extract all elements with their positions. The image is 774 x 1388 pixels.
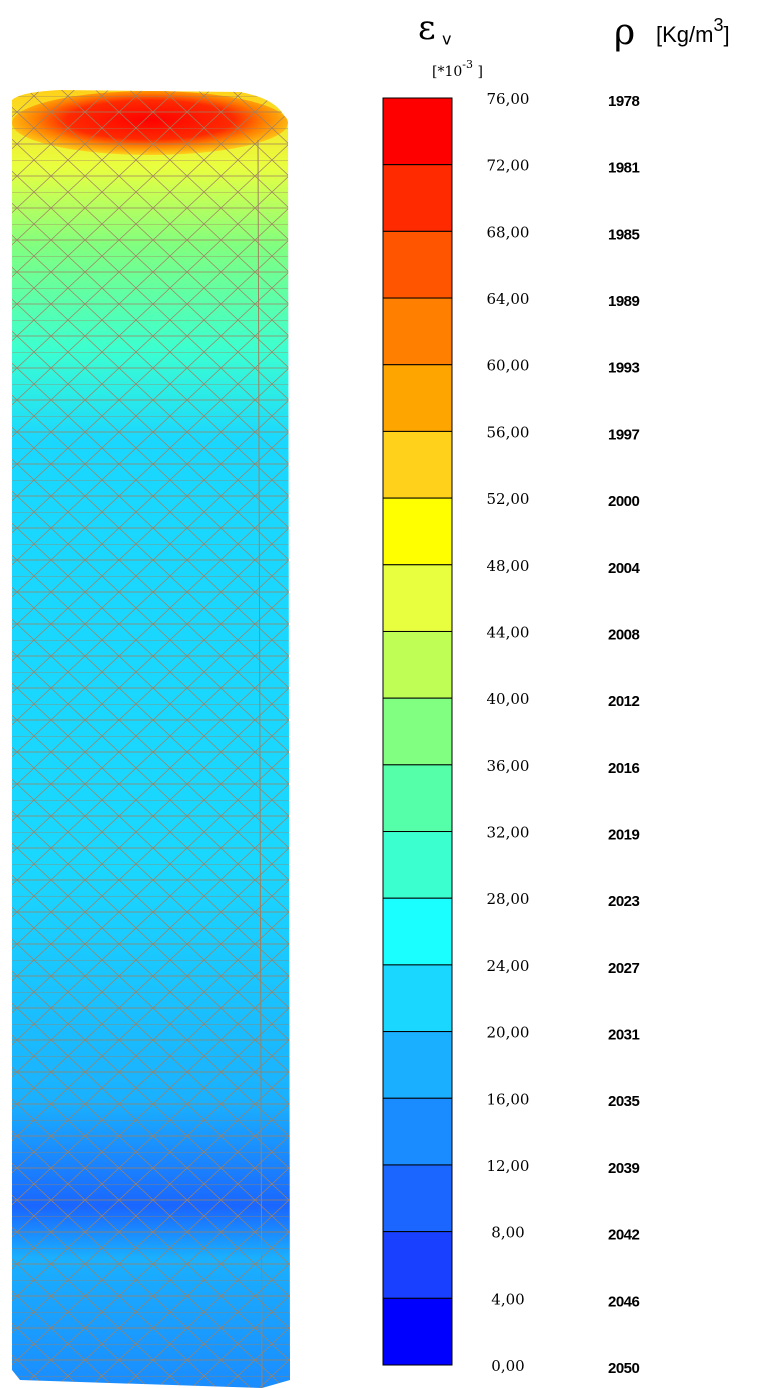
color-band [383, 1232, 452, 1299]
density-label: 1985 [608, 226, 640, 243]
strain-label: 72,00 [487, 157, 530, 175]
strain-label: 44,00 [487, 623, 530, 641]
strain-label: 56,00 [487, 423, 530, 441]
strain-symbol: ε [418, 8, 436, 48]
density-label: 1981 [608, 160, 640, 177]
color-band [383, 1032, 452, 1099]
density-label: 2012 [608, 693, 640, 710]
color-band [383, 165, 452, 232]
unit-exp: 3 [713, 15, 723, 35]
density-label: 2016 [608, 760, 640, 777]
density-label: 2042 [608, 1227, 640, 1244]
strain-label: 68,00 [487, 223, 530, 241]
color-band [383, 498, 452, 565]
density-label: 2000 [608, 493, 640, 510]
color-band [383, 765, 452, 832]
density-label: 2039 [608, 1160, 640, 1177]
density-label: 2004 [608, 560, 641, 577]
density-label: 1997 [608, 426, 640, 443]
color-band [383, 231, 452, 298]
strain-label: 0,00 [491, 1357, 524, 1375]
unit-end: ] [723, 22, 729, 47]
density-label: 1993 [608, 360, 640, 377]
unit-end: ] [473, 64, 483, 80]
strain-label: 24,00 [487, 957, 530, 975]
color-band [383, 565, 452, 632]
density-symbol: ρ [614, 12, 635, 53]
strain-label: 52,00 [487, 490, 530, 508]
strain-label: 64,00 [487, 290, 530, 308]
strain-label: 40,00 [487, 690, 530, 708]
density-label: 1978 [608, 93, 640, 110]
model-3d [12, 90, 290, 1388]
color-band [383, 965, 452, 1032]
strain-label: 20,00 [487, 1024, 530, 1042]
strain-label: 76,00 [487, 90, 530, 108]
strain-label: 16,00 [487, 1090, 530, 1108]
color-band [383, 1298, 452, 1365]
color-band [383, 631, 452, 698]
page: ε v [*10-3 ] ρ [Kg/m3] 76,00 72,00 68,00 64… [0, 0, 774, 1388]
unit-base: [Kg/m [656, 22, 713, 47]
density-unit: [Kg/m3] [656, 15, 730, 47]
density-label: 2031 [608, 1027, 640, 1044]
strain-label: 28,00 [487, 890, 530, 908]
strain-unit: [*10-3 ] [432, 58, 483, 80]
strain-label: 32,00 [487, 824, 530, 842]
strain-label: 48,00 [487, 557, 530, 575]
strain-label: 36,00 [487, 757, 530, 775]
color-band [383, 832, 452, 899]
unit-base: [*10 [432, 64, 462, 80]
density-label: 2035 [608, 1093, 640, 1110]
density-label: 2008 [608, 626, 640, 643]
density-label: 2046 [608, 1293, 640, 1310]
color-band [383, 1098, 452, 1165]
density-label: 2023 [608, 893, 640, 910]
density-label: 1989 [608, 293, 640, 310]
color-band [383, 98, 452, 165]
density-label: 2019 [608, 826, 640, 843]
color-band [383, 298, 452, 365]
strain-label: 4,00 [491, 1290, 524, 1308]
color-band [383, 898, 452, 965]
unit-exp: -3 [462, 58, 473, 71]
density-label: 2050 [608, 1360, 640, 1377]
color-band [383, 431, 452, 498]
color-band [383, 365, 452, 432]
strain-subscript: v [442, 30, 451, 49]
strain-label: 8,00 [491, 1224, 524, 1242]
color-band [383, 698, 452, 765]
strain-label: 12,00 [487, 1157, 530, 1175]
strain-label: 60,00 [487, 357, 530, 375]
color-band [383, 1165, 452, 1232]
density-label: 2027 [608, 960, 640, 977]
